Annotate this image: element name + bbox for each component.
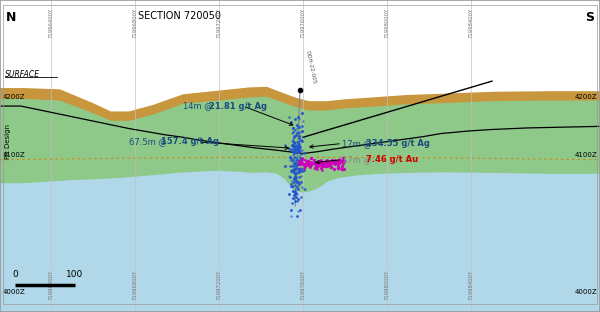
Text: 71998000Y: 71998000Y xyxy=(385,8,389,38)
Text: 71996800Y: 71996800Y xyxy=(133,8,137,38)
Text: DDH-22-005: DDH-22-005 xyxy=(305,50,317,84)
Text: 17m @: 17m @ xyxy=(342,155,374,164)
Text: 21.81 g/t Ag: 21.81 g/t Ag xyxy=(209,102,267,110)
Text: 14m @: 14m @ xyxy=(183,102,215,110)
Text: 157.4 g/t Ag: 157.4 g/t Ag xyxy=(161,138,219,146)
Text: 67.5m @: 67.5m @ xyxy=(129,138,169,146)
Text: 100: 100 xyxy=(67,270,83,279)
Text: 17m @: 17m @ xyxy=(342,139,374,148)
Text: 71997600Y: 71997600Y xyxy=(301,269,305,300)
Bar xyxy=(0,193,600,312)
Text: 4200Z: 4200Z xyxy=(2,94,25,100)
Text: 71997200Y: 71997200Y xyxy=(217,269,221,300)
Text: SURFACE: SURFACE xyxy=(5,71,40,79)
Text: 71998000Y: 71998000Y xyxy=(385,269,389,300)
Text: 7.46 g/t Au: 7.46 g/t Au xyxy=(366,155,418,164)
Text: Pit Design: Pit Design xyxy=(5,124,11,159)
Text: 71998400Y: 71998400Y xyxy=(469,269,473,300)
Text: 234.55 g/t Ag: 234.55 g/t Ag xyxy=(366,139,430,148)
Text: N: N xyxy=(6,11,16,24)
Text: 71997600Y: 71997600Y xyxy=(301,8,305,38)
Text: 4000Z: 4000Z xyxy=(575,289,598,295)
Polygon shape xyxy=(0,96,600,192)
Text: 4100Z: 4100Z xyxy=(575,152,598,158)
Text: SECTION 720050: SECTION 720050 xyxy=(139,11,221,21)
Text: 4200Z: 4200Z xyxy=(575,94,598,100)
Text: 71996800Y: 71996800Y xyxy=(133,269,137,300)
Text: 71996400Y: 71996400Y xyxy=(49,269,53,300)
Text: 71998400Y: 71998400Y xyxy=(469,8,473,38)
Polygon shape xyxy=(0,0,600,111)
Text: 71997200Y: 71997200Y xyxy=(217,8,221,38)
Text: S: S xyxy=(585,11,594,24)
Bar xyxy=(0,0,600,87)
Polygon shape xyxy=(0,86,600,120)
Text: 71996400Y: 71996400Y xyxy=(49,8,53,38)
Text: 0: 0 xyxy=(12,270,18,279)
Text: 4100Z: 4100Z xyxy=(2,152,25,158)
Text: 4000Z: 4000Z xyxy=(2,289,25,295)
